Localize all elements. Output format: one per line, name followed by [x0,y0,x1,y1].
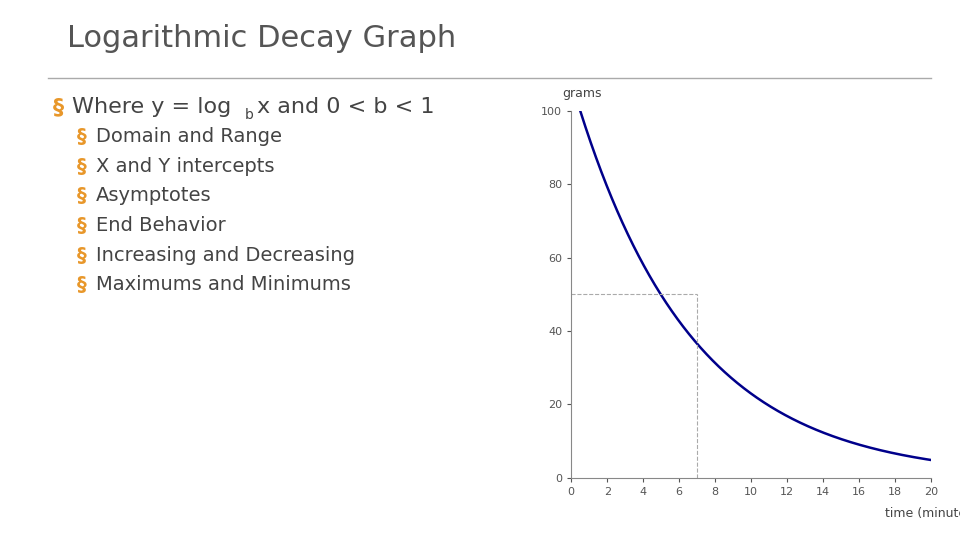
Text: §: § [53,97,64,117]
Text: §: § [77,127,86,146]
Text: §: § [77,275,86,294]
Text: §: § [77,157,86,176]
Text: §: § [77,246,86,265]
Text: End Behavior: End Behavior [96,216,226,235]
Text: §: § [77,216,86,235]
Text: x and 0 < b < 1: x and 0 < b < 1 [257,97,435,117]
Text: §: § [77,186,86,205]
Text: Domain and Range: Domain and Range [96,127,282,146]
Text: Logarithmic Decay Graph: Logarithmic Decay Graph [67,24,456,53]
Text: Asymptotes: Asymptotes [96,186,211,205]
Text: Increasing and Decreasing: Increasing and Decreasing [96,246,355,265]
Text: X and Y intercepts: X and Y intercepts [96,157,275,176]
Text: b: b [245,108,253,122]
Text: Maximums and Minimums: Maximums and Minimums [96,275,350,294]
Text: grams: grams [563,87,602,100]
X-axis label: time (minutes): time (minutes) [885,507,960,520]
Text: Where y = log: Where y = log [72,97,231,117]
